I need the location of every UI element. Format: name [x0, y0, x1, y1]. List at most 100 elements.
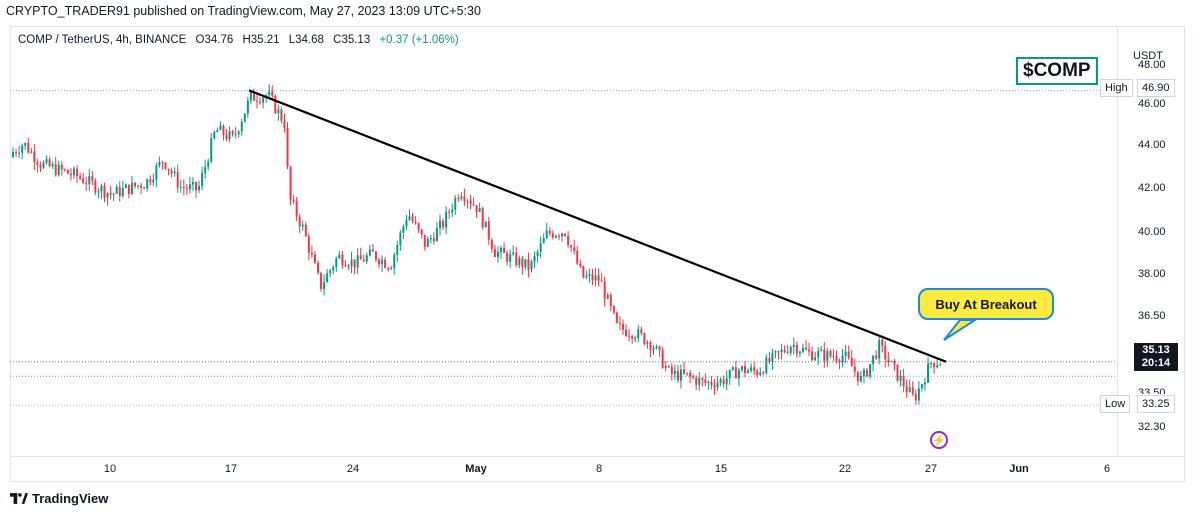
- candle-up: [728, 369, 731, 385]
- candle-down: [472, 197, 475, 206]
- candle-up: [124, 183, 127, 189]
- candle-down: [76, 165, 79, 184]
- time-axis-label: 15: [714, 463, 728, 475]
- price-axis-label: 42.00: [1138, 182, 1166, 194]
- candle-up: [719, 377, 722, 387]
- candle-down: [667, 364, 670, 369]
- candle-up: [585, 270, 588, 280]
- candle-up: [249, 90, 252, 104]
- candle-down: [185, 184, 188, 195]
- candle-up: [439, 214, 441, 236]
- price-axis-label: 36.50: [1138, 310, 1166, 322]
- candle-down: [234, 126, 237, 139]
- candle-up: [899, 369, 902, 387]
- candle-down: [231, 129, 234, 137]
- candle-up: [88, 168, 91, 192]
- candle-down: [259, 97, 262, 105]
- candle-up: [801, 343, 804, 354]
- candle-down: [109, 186, 112, 200]
- candle-up: [655, 344, 658, 350]
- candle-up: [536, 249, 539, 263]
- candle-down: [490, 237, 493, 253]
- candle-up: [219, 121, 222, 131]
- tradingview-logo[interactable]: TradingView: [10, 491, 108, 506]
- candle-down: [36, 158, 39, 173]
- candle-down: [887, 351, 890, 367]
- candle-down: [143, 186, 146, 189]
- candle-up: [518, 255, 521, 269]
- candle-up: [747, 368, 750, 374]
- candle-up: [740, 365, 743, 373]
- candle-down: [856, 371, 859, 386]
- candle-up: [393, 252, 396, 275]
- price-axis-label: 40.00: [1138, 226, 1166, 238]
- candle-down: [292, 194, 295, 204]
- candle-down: [625, 323, 628, 338]
- candle-down: [118, 181, 121, 202]
- candle-up: [365, 252, 368, 264]
- candle-up: [826, 347, 829, 368]
- candle-up: [179, 179, 182, 193]
- candle-up: [213, 130, 216, 140]
- candle-up: [920, 383, 923, 392]
- candle-up: [301, 220, 304, 231]
- price-axis-separator: [1117, 26, 1118, 456]
- candle-up: [451, 203, 454, 218]
- candle-up: [707, 380, 710, 390]
- candle-down: [762, 370, 765, 376]
- candle-down: [914, 389, 917, 405]
- candle-down: [69, 168, 72, 181]
- candle-down: [271, 85, 274, 100]
- candle-down: [713, 378, 716, 395]
- candle-up: [869, 364, 872, 379]
- candle-down: [283, 113, 286, 133]
- candle-up: [646, 340, 649, 349]
- symbol-info-line: COMP / TetherUS, 4h, BINANCE O34.76 H35.…: [18, 34, 465, 46]
- candle-down: [161, 161, 164, 170]
- candle-down: [481, 206, 484, 230]
- candle-down: [317, 260, 319, 275]
- candle-up: [908, 379, 911, 393]
- candle-down: [579, 259, 582, 269]
- candle-up: [500, 245, 502, 260]
- time-axis-label: May: [465, 463, 487, 475]
- price-axis-label: 44.00: [1138, 139, 1166, 151]
- currency-label[interactable]: USDT: [1133, 50, 1163, 62]
- candle-down: [600, 272, 603, 282]
- candle-up: [326, 268, 329, 283]
- candle-down: [896, 364, 899, 383]
- candle-down: [704, 373, 707, 387]
- candle-up: [18, 145, 21, 158]
- candle-down: [176, 164, 179, 193]
- candle-down: [548, 227, 551, 237]
- candle-up: [191, 176, 194, 192]
- candle-down: [649, 340, 652, 358]
- candle-up: [350, 251, 353, 274]
- bar-countdown: 20:14: [1141, 357, 1171, 369]
- candle-up: [524, 259, 527, 270]
- candle-down: [48, 156, 51, 168]
- candle-down: [91, 170, 94, 186]
- buy-at-breakout-callout: Buy At Breakout: [918, 288, 1054, 320]
- candle-down: [457, 194, 460, 202]
- lightning-icon[interactable]: ⚡: [930, 431, 948, 449]
- candle-up: [21, 143, 24, 160]
- candle-up: [606, 292, 609, 300]
- time-axis-label: 22: [838, 463, 852, 475]
- candle-up: [24, 142, 27, 150]
- candle-down: [884, 340, 887, 368]
- symbol-name[interactable]: COMP / TetherUS, 4h, BINANCE: [18, 34, 187, 46]
- candle-down: [786, 344, 789, 355]
- candle-up: [115, 184, 118, 194]
- candle-down: [487, 216, 490, 245]
- candle-up: [435, 221, 438, 242]
- brand-name: TradingView: [32, 491, 109, 506]
- candle-down: [286, 122, 289, 170]
- candle-down: [551, 230, 554, 240]
- candle-up: [335, 256, 338, 272]
- candle-up: [594, 268, 597, 287]
- candle-down: [320, 272, 323, 292]
- candle-up: [429, 234, 432, 244]
- candle-up: [338, 250, 341, 259]
